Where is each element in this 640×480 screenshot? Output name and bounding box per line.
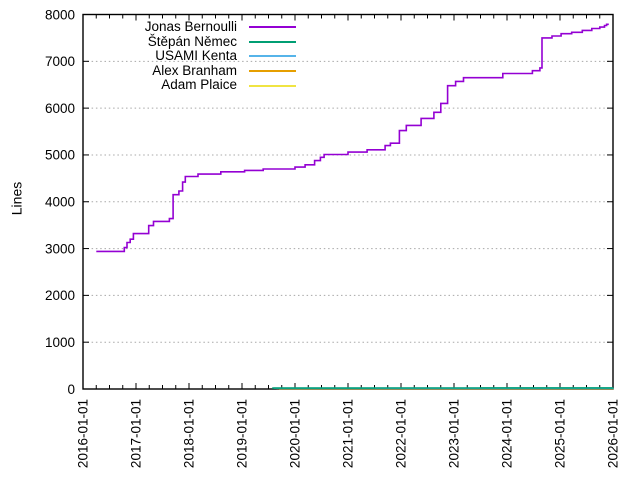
x-tick-label: 2016-01-01 bbox=[76, 399, 91, 468]
legend-line-sample bbox=[249, 26, 296, 29]
legend-item: Alex Branham bbox=[145, 62, 296, 79]
series-line-jonas-bernoulli bbox=[96, 23, 609, 253]
x-tick-label: 2024-01-01 bbox=[500, 399, 515, 468]
y-axis-title: Lines bbox=[8, 181, 25, 216]
x-tick-label: 2018-01-01 bbox=[182, 399, 197, 468]
legend-label: Jonas Bernoulli bbox=[144, 19, 237, 34]
legend-label: Štěpán Němec bbox=[147, 33, 237, 49]
x-tick-label: 2026-01-01 bbox=[606, 399, 621, 468]
x-tick-label: 2023-01-01 bbox=[447, 399, 462, 468]
y-tick-label: 2000 bbox=[45, 288, 75, 303]
y-tick-labels: 0 1000 2000 3000 4000 5000 6000 7000 8000 bbox=[45, 7, 75, 397]
legend: Jonas Bernoulli Štěpán Němec USAMI Kenta… bbox=[144, 19, 296, 93]
x-tick-label: 2022-01-01 bbox=[394, 399, 409, 468]
legend-item: Štěpán Němec bbox=[145, 33, 296, 50]
x-tick-label: 2021-01-01 bbox=[341, 399, 356, 468]
y-tick-label: 4000 bbox=[45, 195, 75, 210]
y-tick-label: 7000 bbox=[45, 54, 75, 69]
y-tick-label: 0 bbox=[67, 382, 75, 397]
y-tick-label: 8000 bbox=[45, 7, 75, 22]
y-tick-label: 3000 bbox=[45, 241, 75, 256]
y-tick-label: 6000 bbox=[45, 101, 75, 116]
gridlines bbox=[83, 60, 613, 343]
legend-label: Alex Branham bbox=[152, 62, 237, 78]
x-tick-labels: 2016-01-01 2017-01-01 2018-01-01 2019-01-01… bbox=[76, 399, 621, 468]
legend-item: USAMI Kenta bbox=[145, 49, 296, 64]
legend-line-sample bbox=[249, 84, 296, 87]
x-tick-label: 2017-01-01 bbox=[129, 399, 144, 468]
legend-item: Jonas Bernoulli bbox=[144, 19, 296, 35]
legend-label: Adam Plaice bbox=[161, 77, 237, 93]
y-tick-label: 5000 bbox=[45, 148, 75, 163]
legend-line-sample bbox=[249, 40, 296, 43]
legend-label: USAMI Kenta bbox=[155, 48, 237, 64]
y-tick-label: 1000 bbox=[45, 335, 75, 350]
legend-line-sample bbox=[249, 55, 296, 58]
legend-item: Adam Plaice bbox=[145, 78, 296, 93]
legend-line-sample bbox=[249, 70, 296, 73]
x-tick-label: 2019-01-01 bbox=[235, 399, 250, 468]
series-lines bbox=[96, 23, 614, 390]
x-tick-label: 2020-01-01 bbox=[288, 399, 303, 468]
x-tick-label: 2025-01-01 bbox=[553, 399, 568, 468]
